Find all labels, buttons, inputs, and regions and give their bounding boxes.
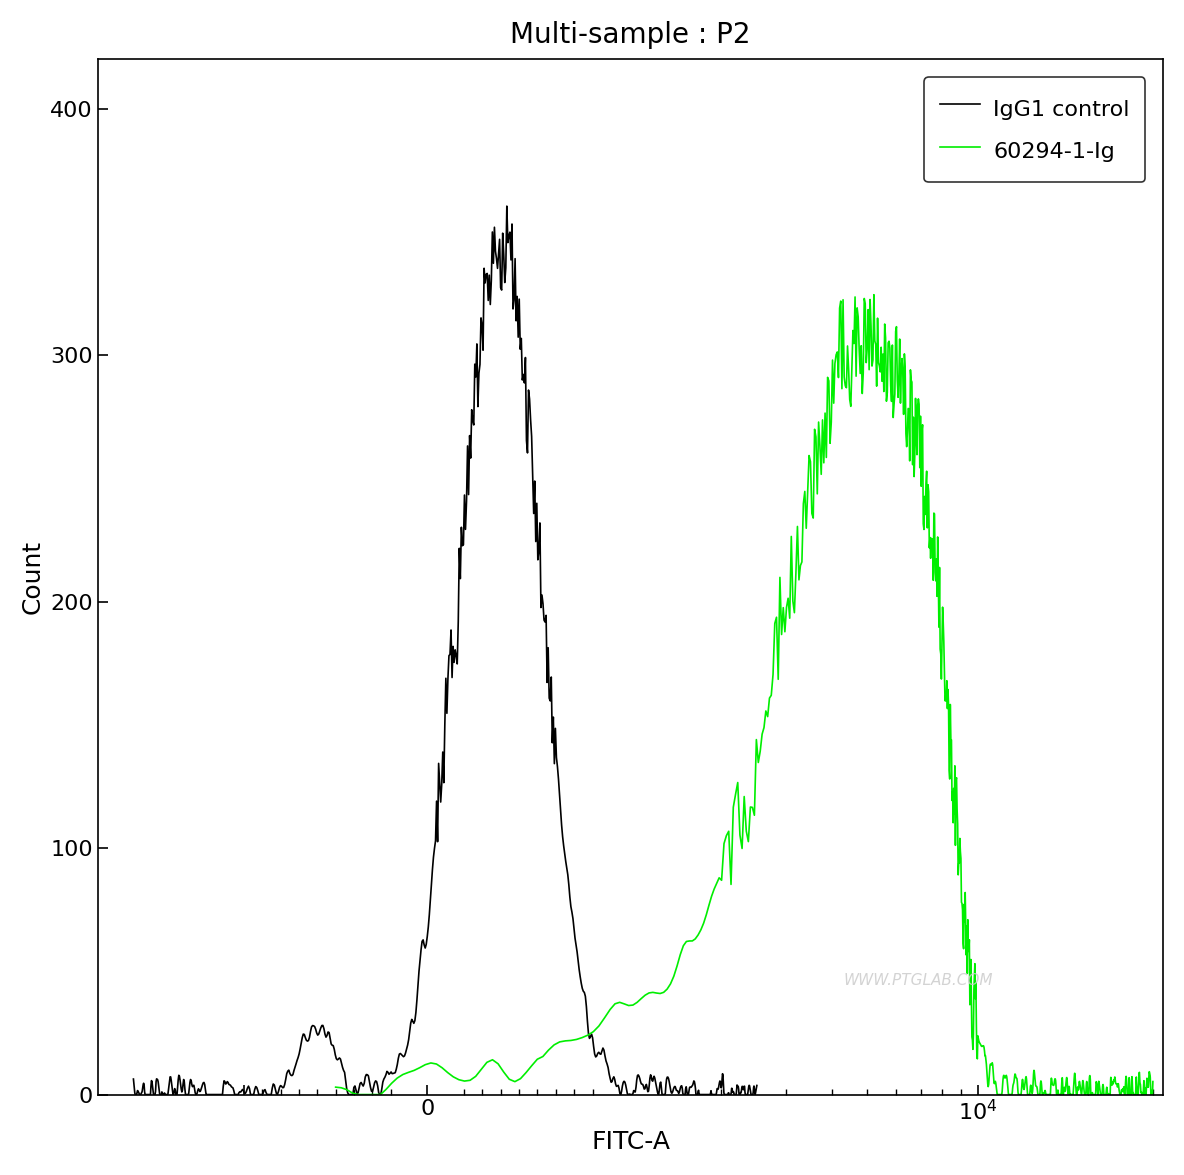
60294-1-Ig bbox=[1146, 1074, 1160, 1088]
IgG1 control bbox=[128, 1088, 142, 1102]
IgG1 control bbox=[535, 588, 549, 602]
IgG1 control bbox=[500, 199, 514, 213]
Legend: IgG1 control, 60294-1-Ig: IgG1 control, 60294-1-Ig bbox=[925, 78, 1145, 182]
60294-1-Ig bbox=[328, 1080, 342, 1094]
IgG1 control bbox=[127, 1072, 141, 1086]
Line: 60294-1-Ig: 60294-1-Ig bbox=[335, 295, 1153, 1095]
60294-1-Ig bbox=[998, 1070, 1012, 1085]
Y-axis label: Count: Count bbox=[21, 540, 45, 615]
Text: WWW.PTGLAB.COM: WWW.PTGLAB.COM bbox=[843, 973, 993, 988]
Line: IgG1 control: IgG1 control bbox=[134, 206, 757, 1095]
IgG1 control bbox=[749, 1079, 764, 1093]
60294-1-Ig bbox=[867, 288, 881, 302]
IgG1 control bbox=[661, 1070, 675, 1085]
60294-1-Ig bbox=[759, 704, 773, 718]
IgG1 control bbox=[556, 839, 571, 853]
X-axis label: FITC-A: FITC-A bbox=[591, 1130, 670, 1154]
IgG1 control bbox=[150, 1073, 165, 1087]
60294-1-Ig bbox=[1106, 1076, 1120, 1090]
60294-1-Ig bbox=[1085, 1086, 1099, 1100]
60294-1-Ig bbox=[1109, 1076, 1124, 1090]
Title: Multi-sample : P2: Multi-sample : P2 bbox=[510, 21, 751, 49]
60294-1-Ig bbox=[1012, 1088, 1027, 1102]
60294-1-Ig bbox=[350, 1088, 365, 1102]
IgG1 control bbox=[704, 1088, 719, 1102]
IgG1 control bbox=[581, 1027, 596, 1041]
